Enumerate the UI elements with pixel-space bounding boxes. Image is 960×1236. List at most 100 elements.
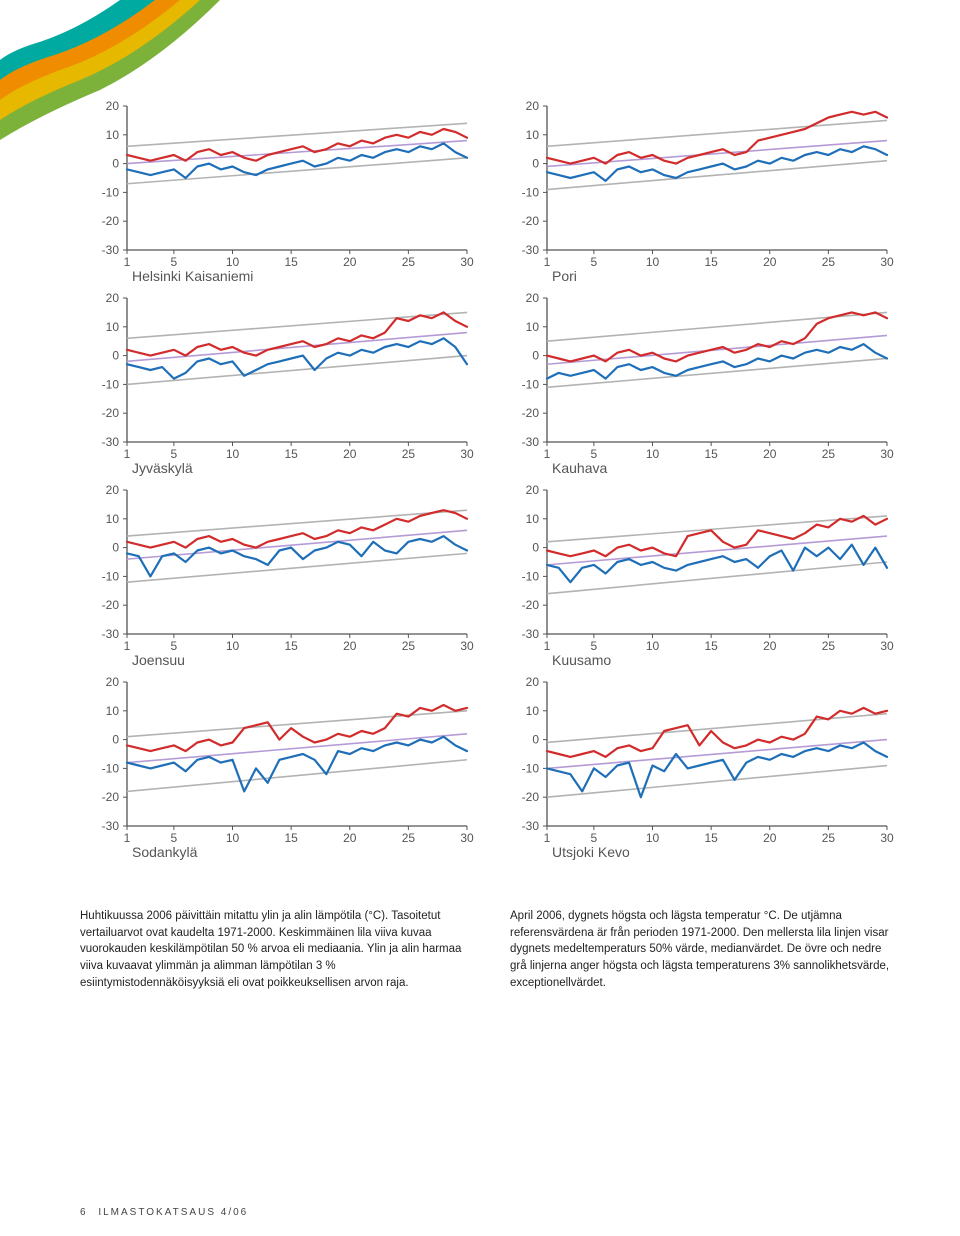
svg-text:20: 20: [763, 255, 777, 269]
svg-text:25: 25: [402, 447, 416, 461]
svg-text:-20: -20: [522, 406, 540, 420]
svg-text:30: 30: [880, 447, 894, 461]
page: 20100-10-20-30151015202530Helsinki Kaisa…: [0, 0, 960, 1236]
svg-text:20: 20: [106, 100, 120, 113]
svg-text:25: 25: [822, 255, 836, 269]
svg-text:30: 30: [880, 831, 894, 845]
chart-label: Helsinki Kaisaniemi: [132, 268, 480, 284]
svg-text:0: 0: [532, 733, 539, 747]
svg-text:-20: -20: [102, 598, 120, 612]
chart-cell: 20100-10-20-30151015202530Joensuu: [80, 484, 480, 668]
svg-text:-20: -20: [102, 406, 120, 420]
caption-row: Huhtikuussa 2006 päivittäin mitattu ylin…: [80, 908, 900, 991]
svg-text:5: 5: [171, 447, 178, 461]
chart-cell: 20100-10-20-30151015202530Kauhava: [500, 292, 900, 476]
svg-text:1: 1: [544, 639, 551, 653]
svg-text:10: 10: [106, 704, 120, 718]
chart-svg: 20100-10-20-30151015202530: [500, 484, 900, 654]
svg-text:10: 10: [226, 639, 240, 653]
footer: 6 ILMASTOKATSAUS 4/06: [80, 1207, 248, 1218]
svg-text:30: 30: [460, 255, 474, 269]
chart-svg: 20100-10-20-30151015202530: [500, 292, 900, 462]
chart-label: Kuusamo: [552, 652, 900, 668]
svg-text:10: 10: [646, 447, 660, 461]
chart-label: Sodankylä: [132, 844, 480, 860]
svg-text:-30: -30: [102, 243, 120, 257]
svg-text:-20: -20: [102, 790, 120, 804]
svg-text:0: 0: [112, 541, 119, 555]
svg-text:10: 10: [646, 831, 660, 845]
svg-text:1: 1: [124, 447, 131, 461]
svg-text:-30: -30: [522, 627, 540, 641]
chart-cell: 20100-10-20-30151015202530Utsjoki Kevo: [500, 676, 900, 860]
svg-text:0: 0: [112, 733, 119, 747]
svg-text:5: 5: [591, 255, 598, 269]
svg-text:-30: -30: [102, 627, 120, 641]
svg-text:-10: -10: [102, 761, 120, 775]
svg-text:5: 5: [171, 255, 178, 269]
svg-text:20: 20: [343, 639, 357, 653]
svg-text:5: 5: [171, 831, 178, 845]
svg-text:10: 10: [226, 447, 240, 461]
chart-label: Kauhava: [552, 460, 900, 476]
svg-text:5: 5: [591, 447, 598, 461]
svg-text:10: 10: [226, 831, 240, 845]
svg-text:20: 20: [763, 831, 777, 845]
svg-text:15: 15: [704, 639, 718, 653]
svg-text:20: 20: [526, 676, 540, 689]
svg-text:20: 20: [526, 100, 540, 113]
chart-cell: 20100-10-20-30151015202530Kuusamo: [500, 484, 900, 668]
svg-text:10: 10: [106, 512, 120, 526]
chart-label: Pori: [552, 268, 900, 284]
chart-cell: 20100-10-20-30151015202530Helsinki Kaisa…: [80, 100, 480, 284]
svg-text:1: 1: [124, 255, 131, 269]
svg-text:-10: -10: [522, 761, 540, 775]
svg-text:10: 10: [526, 512, 540, 526]
svg-text:15: 15: [704, 255, 718, 269]
svg-text:30: 30: [460, 639, 474, 653]
svg-text:0: 0: [112, 349, 119, 363]
svg-text:25: 25: [822, 639, 836, 653]
svg-text:30: 30: [460, 447, 474, 461]
svg-text:0: 0: [112, 157, 119, 171]
svg-text:20: 20: [343, 255, 357, 269]
chart-cell: 20100-10-20-30151015202530Jyväskylä: [80, 292, 480, 476]
caption-swedish: April 2006, dygnets högsta och lägsta te…: [510, 908, 900, 991]
svg-text:10: 10: [526, 320, 540, 334]
svg-text:25: 25: [402, 831, 416, 845]
svg-text:20: 20: [106, 484, 120, 497]
svg-text:-30: -30: [102, 435, 120, 449]
chart-cell: 20100-10-20-30151015202530Pori: [500, 100, 900, 284]
svg-text:20: 20: [343, 831, 357, 845]
svg-text:0: 0: [532, 157, 539, 171]
svg-text:15: 15: [704, 831, 718, 845]
svg-text:15: 15: [284, 639, 298, 653]
svg-text:5: 5: [171, 639, 178, 653]
svg-text:10: 10: [526, 704, 540, 718]
svg-text:15: 15: [284, 831, 298, 845]
chart-label: Utsjoki Kevo: [552, 844, 900, 860]
chart-svg: 20100-10-20-30151015202530: [500, 100, 900, 270]
svg-text:25: 25: [402, 255, 416, 269]
svg-text:-10: -10: [522, 569, 540, 583]
svg-text:10: 10: [106, 128, 120, 142]
svg-text:0: 0: [532, 541, 539, 555]
svg-text:-20: -20: [522, 790, 540, 804]
svg-text:1: 1: [544, 831, 551, 845]
svg-text:-30: -30: [102, 819, 120, 833]
svg-text:-10: -10: [522, 185, 540, 199]
svg-text:25: 25: [822, 831, 836, 845]
chart-svg: 20100-10-20-30151015202530: [80, 676, 480, 846]
svg-text:1: 1: [124, 831, 131, 845]
svg-text:-10: -10: [102, 569, 120, 583]
svg-text:20: 20: [106, 676, 120, 689]
svg-text:30: 30: [880, 255, 894, 269]
svg-text:-20: -20: [522, 214, 540, 228]
svg-text:15: 15: [284, 447, 298, 461]
chart-label: Jyväskylä: [132, 460, 480, 476]
svg-text:20: 20: [763, 447, 777, 461]
svg-text:-30: -30: [522, 435, 540, 449]
svg-text:20: 20: [763, 639, 777, 653]
chart-svg: 20100-10-20-30151015202530: [500, 676, 900, 846]
footer-title: ILMASTOKATSAUS 4/06: [98, 1207, 248, 1218]
